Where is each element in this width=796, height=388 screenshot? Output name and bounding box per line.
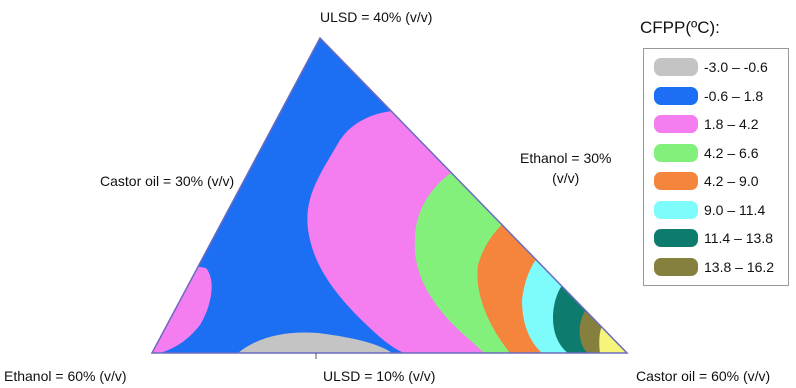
legend-label: 11.4 – 13.8 — [704, 230, 774, 246]
legend-label: 1.8 – 4.2 — [704, 116, 759, 132]
vertex-label-top: ULSD = 40% (v/v) — [320, 9, 433, 25]
legend-item: -0.6 – 1.8 — [654, 86, 763, 106]
legend-swatch — [654, 86, 698, 105]
legend-label: 13.8 – 16.2 — [704, 258, 775, 275]
legend-swatch — [654, 229, 698, 247]
legend-swatch — [654, 143, 698, 162]
legend-label: 4.2 – 9.0 — [704, 173, 759, 189]
legend-item: 4.2 – 6.6 — [654, 143, 759, 163]
edge-label-right-line1: Ethanol = 30% — [520, 150, 612, 166]
region-gray — [238, 332, 392, 353]
legend-item: 1.8 – 4.2 — [654, 114, 759, 134]
legend-item: 9.0 – 11.4 — [654, 200, 765, 220]
triangle-outline — [150, 36, 629, 354]
edge-label-bottom: ULSD = 10% (v/v) — [323, 368, 436, 384]
legend-item: 13.8 – 16.2 — [654, 257, 774, 277]
vertex-label-bottom-right: Castor oil = 60% (v/v) — [636, 368, 771, 384]
legend-title: CFPP(ºC): — [640, 18, 720, 37]
vertex-label-bottom-left: Ethanol = 60% (v/v) — [4, 368, 127, 384]
legend-item: 4.2 – 9.0 — [654, 171, 759, 191]
edge-label-right: Ethanol = 30% (v/v) — [520, 148, 611, 188]
legend-swatch — [654, 58, 698, 76]
legend-label: 4.2 – 6.6 — [704, 144, 759, 161]
legend-swatch — [654, 172, 698, 190]
legend-swatch — [654, 257, 698, 276]
edge-label-left: Castor oil = 30% (v/v) — [100, 173, 235, 189]
legend-item: 11.4 – 13.8 — [654, 228, 773, 248]
legend-label: 9.0 – 11.4 — [704, 201, 766, 218]
legend-item: -3.0 – -0.6 — [654, 57, 768, 77]
edge-label-right-line2: (v/v) — [552, 170, 580, 186]
legend-swatch — [654, 115, 698, 133]
legend-label: -0.6 – 1.8 — [704, 87, 764, 104]
legend: -3.0 – -0.6 -0.6 – 1.8 1.8 – 4.2 4.2 – 6.6 4… — [643, 48, 789, 286]
legend-label: -3.0 – -0.6 — [704, 59, 768, 75]
legend-swatch — [654, 200, 698, 219]
